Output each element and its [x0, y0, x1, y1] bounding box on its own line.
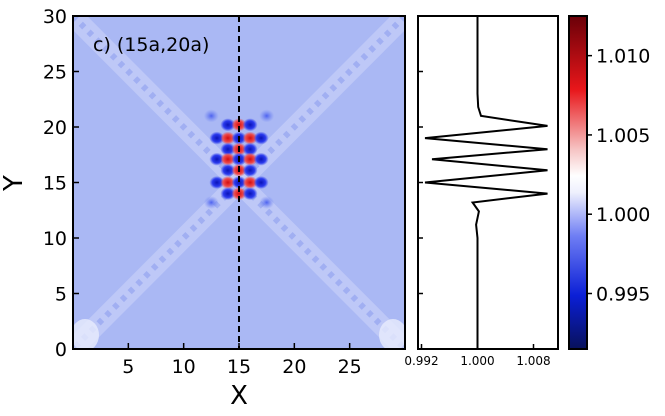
hotspot-0: [220, 118, 236, 132]
hotspot-1: [231, 118, 247, 132]
hotspot-25: [231, 187, 247, 201]
hotspot-4: [220, 131, 236, 145]
heatmap-x-ticks: 5 10 15 20 25: [122, 343, 362, 378]
hotspot-30: [259, 196, 275, 209]
colorbar-tick-label-3: 1.010: [596, 46, 650, 68]
hotspot-26: [242, 187, 258, 201]
y-axis-label: Y: [0, 175, 29, 192]
hotspot-24: [220, 187, 236, 201]
heat-x-tick-label-3: 20: [282, 356, 306, 378]
profile-x-tick-label-0: 0.992: [404, 354, 438, 368]
x-axis-label: X: [230, 381, 248, 411]
heat-x-tick-label-4: 25: [338, 356, 362, 378]
colorbar-ticks: 0.995 1.000 1.005 1.010: [587, 46, 650, 306]
heat-y-tick-label-3: 15: [43, 173, 67, 195]
hotspot-6: [242, 131, 258, 145]
heat-x-tick-label-2: 15: [227, 356, 251, 378]
profile-x-tick-label-1: 1.000: [460, 354, 494, 368]
hotspot-8: [220, 142, 236, 156]
profile-x-ticks: 0.992 1.000 1.008: [404, 344, 551, 368]
hotspot-27: [203, 109, 219, 123]
hotspot-23: [253, 176, 269, 189]
heat-y-tick-label-6: 30: [43, 6, 67, 28]
heat-y-tick-label-2: 10: [43, 228, 67, 250]
hotspot-7: [253, 131, 269, 145]
hotspot-22: [242, 176, 258, 189]
hotspot-16: [220, 163, 236, 177]
profile-x-tick-label-2: 1.008: [516, 354, 550, 368]
colorbar-tick-label-0: 0.995: [596, 284, 650, 306]
heat-y-tick-label-0: 0: [55, 339, 67, 361]
heat-x-tick-label-1: 10: [172, 356, 196, 378]
heat-y-tick-label-1: 5: [55, 284, 67, 306]
heat-x-tick-label-0: 5: [122, 356, 134, 378]
colorbar: 0.995 1.000 1.005 1.010: [568, 15, 650, 350]
heat-y-tick-label-5: 25: [43, 62, 67, 84]
hotspot-20: [220, 176, 236, 189]
hotspot-19: [209, 176, 225, 189]
hotspot-10: [242, 142, 258, 156]
heatmap-y-ticks: 0 5 10 15 20 25 30: [43, 6, 79, 361]
colorbar-gradient: [568, 15, 588, 350]
heatmap-panel: c) (15a,20a) 5 10 15 20 25 0 5 10 15 20 25 30 X Y: [0, 6, 406, 411]
hotspot-14: [242, 152, 258, 166]
colorbar-tick-label-2: 1.005: [596, 125, 650, 147]
hotspot-11: [209, 152, 225, 166]
hotspot-28: [259, 109, 275, 123]
hotspot-12: [220, 152, 236, 166]
hotspot-18: [242, 163, 258, 177]
hotspot-21: [231, 176, 247, 189]
colorbar-tick-label-1: 1.000: [596, 204, 650, 226]
hotspot-15: [253, 152, 269, 166]
hotspot-29: [203, 196, 219, 209]
hotspot-2: [242, 118, 258, 132]
profile-y-ticks: [418, 15, 423, 350]
profile-frame: [417, 15, 559, 350]
panel-label: c) (15a,20a): [93, 34, 209, 56]
profile-panel: 0.992 1.000 1.008: [404, 15, 559, 368]
profile-line: [424, 16, 548, 349]
hotspot-layer: [203, 109, 275, 209]
hotspot-3: [209, 131, 225, 145]
heat-y-tick-label-4: 20: [43, 117, 67, 139]
